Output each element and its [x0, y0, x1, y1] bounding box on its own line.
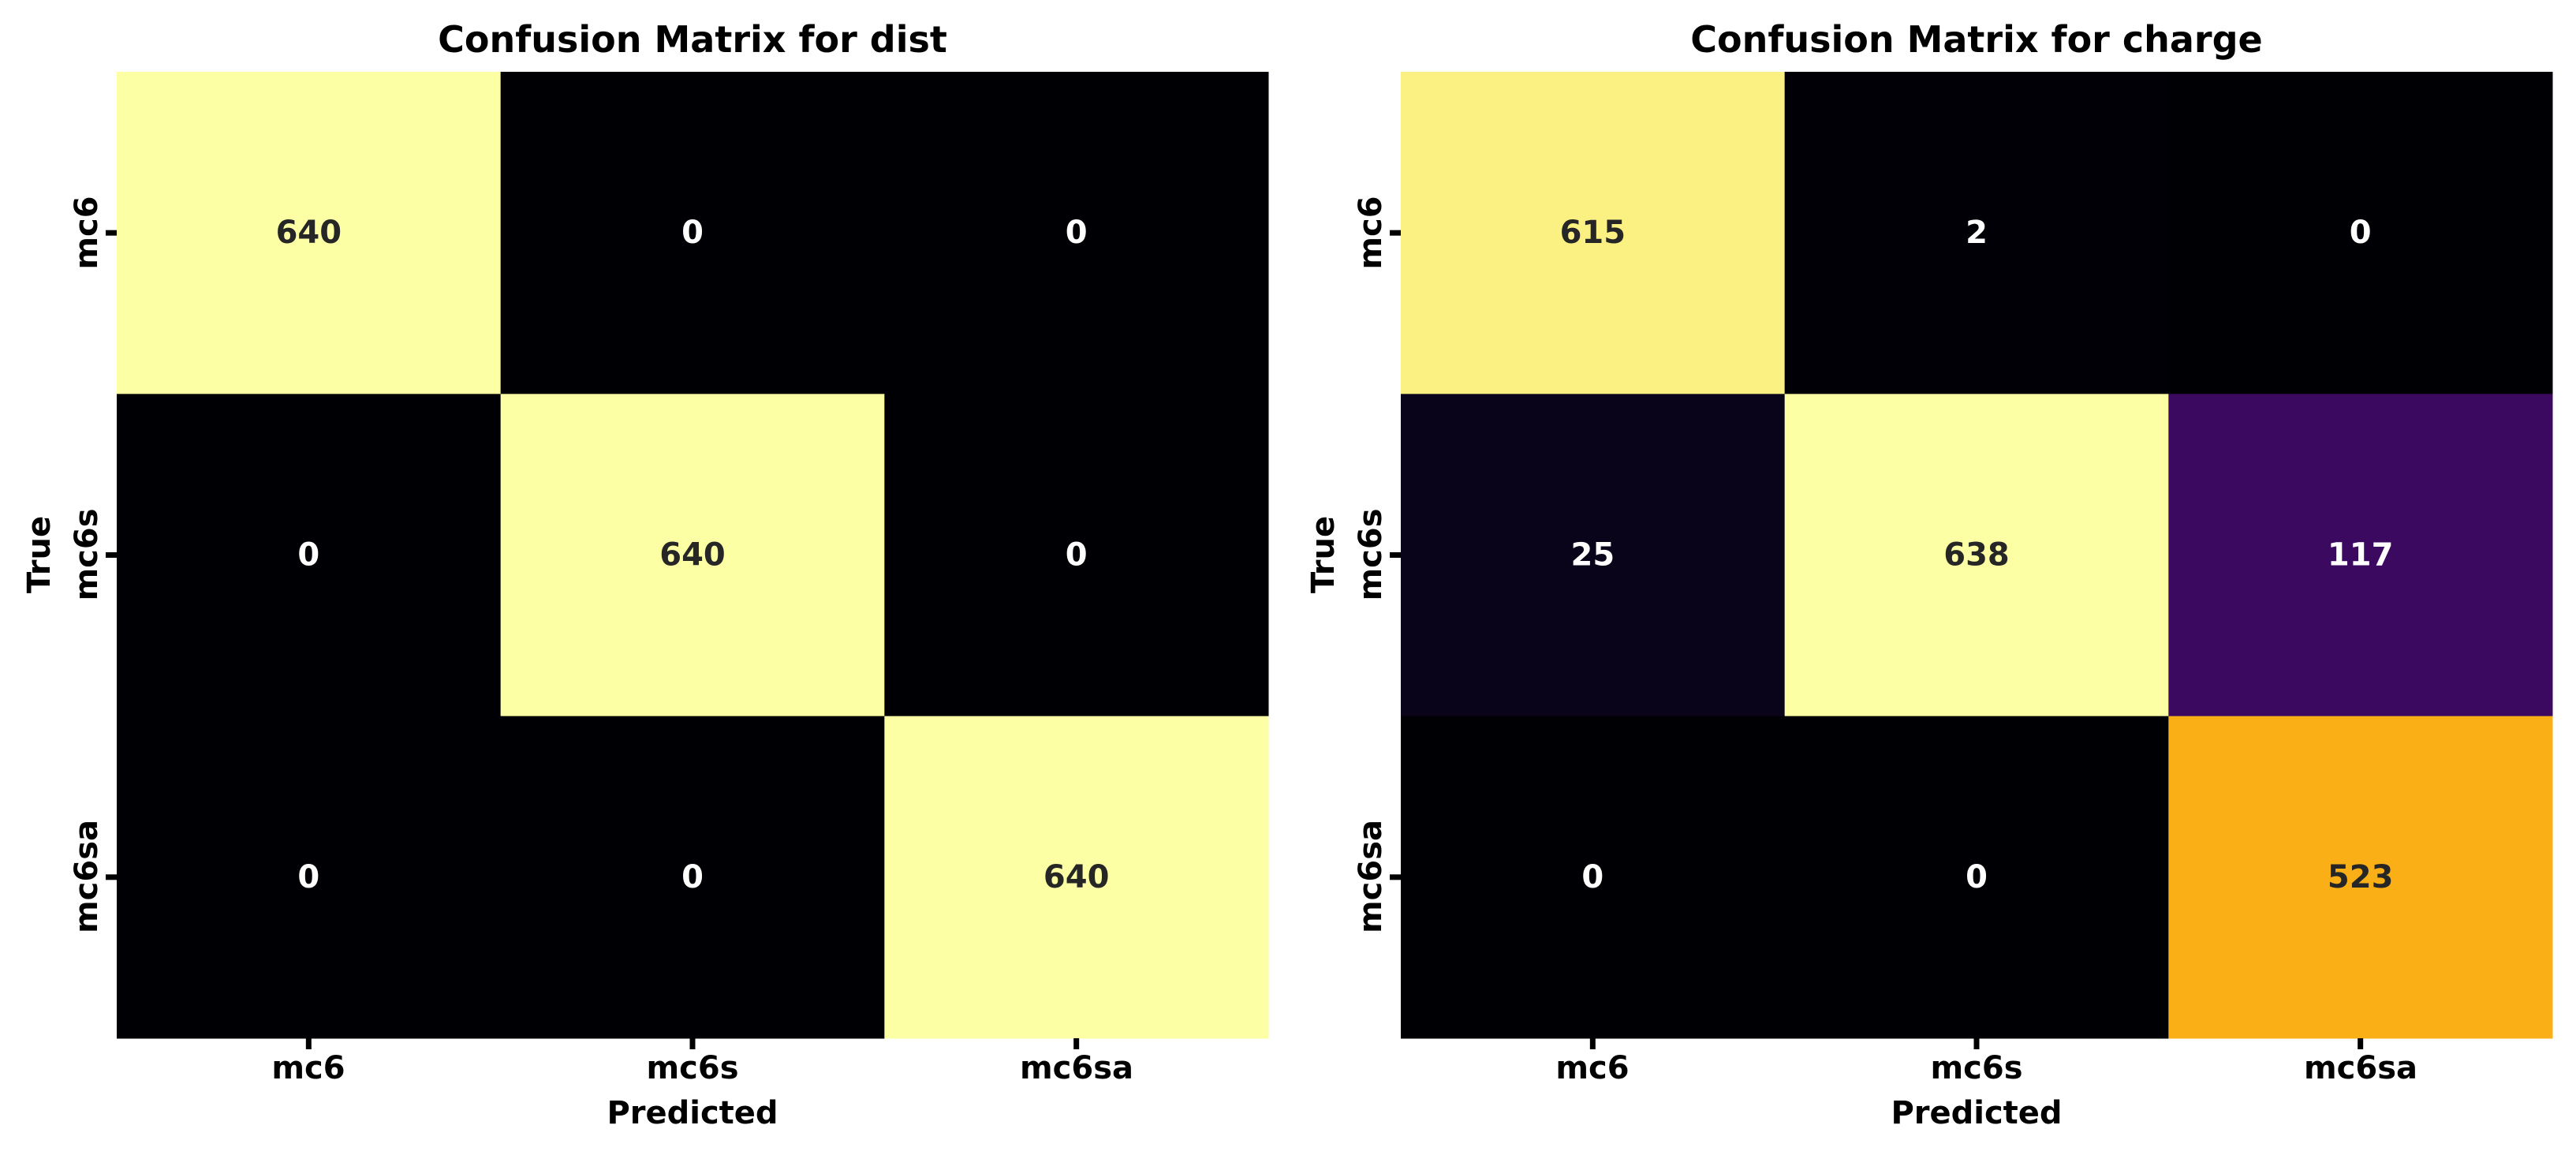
- heatmap-cell: [884, 394, 1269, 717]
- x-tick-label: mc6sa: [2304, 1050, 2417, 1086]
- heatmap-cells: 640 0 0 0 640 0 0 0 640: [117, 72, 1269, 1039]
- cell-value-label: 0: [297, 537, 319, 574]
- cell-value-label: 117: [2328, 537, 2394, 574]
- heatmap-cell: [117, 394, 502, 717]
- cell-value-label: 615: [1560, 215, 1626, 251]
- cell-value-label: 25: [1570, 537, 1615, 574]
- y-tick-label: mc6: [1353, 196, 1389, 269]
- y-tick-label: mc6: [69, 196, 105, 269]
- chart-title: Confusion Matrix for dist: [438, 18, 947, 61]
- x-tick-labels: mc6 mc6s mc6sa: [1555, 1050, 2417, 1086]
- confusion-matrix-charge-panel: Confusion Matrix for charge 615 2 0 25 638 11…: [1305, 18, 2553, 1131]
- heatmap-cell: [2168, 72, 2553, 394]
- confusion-matrix-dist-panel: Confusion Matrix for dist 640 0 00 640 00 0 64…: [21, 18, 1269, 1131]
- cell-value-label: 0: [1966, 859, 1988, 895]
- x-tick-label: mc6sa: [1020, 1050, 1133, 1086]
- heatmap-cell: [500, 72, 885, 394]
- cell-value-label: 640: [276, 215, 342, 251]
- cell-value-label: 638: [1943, 537, 2010, 574]
- y-tick-label: mc6s: [1353, 508, 1389, 600]
- heatmap-cell: [884, 72, 1269, 394]
- heatmap-cell: [1784, 716, 2169, 1039]
- cell-value-label: 523: [2328, 859, 2394, 895]
- chart-title: Confusion Matrix for charge: [1690, 18, 2263, 61]
- heatmap-cell: [117, 72, 502, 394]
- cell-value-label: 640: [1043, 859, 1110, 895]
- cell-value-label: 0: [2350, 215, 2372, 251]
- x-tick-label: mc6: [271, 1050, 345, 1086]
- heatmap-cell: [1401, 394, 1786, 717]
- cell-value-label: 0: [1581, 859, 1603, 895]
- tick-marks: [106, 230, 1080, 1049]
- y-tick-labels: mc6 mc6s mc6sa: [1353, 196, 1389, 933]
- heatmap-cell: [1401, 72, 1786, 394]
- cell-value-label: 0: [681, 859, 704, 895]
- y-axis-label: True: [21, 516, 58, 593]
- y-tick-label: mc6sa: [69, 820, 105, 933]
- heatmap-cell: [1401, 716, 1786, 1039]
- heatmap-cells: 615 2 0 25 638 117 0 0 523: [1401, 72, 2553, 1039]
- cell-value-label: 0: [681, 215, 704, 251]
- heatmap-cell: [500, 716, 885, 1039]
- y-tick-label: mc6s: [69, 508, 105, 600]
- heatmap-cell: [1784, 394, 2169, 717]
- y-axis-label: True: [1305, 516, 1342, 593]
- tick-marks: [1390, 230, 2364, 1049]
- heatmap-cell: [884, 716, 1269, 1039]
- y-tick-label: mc6sa: [1353, 820, 1389, 933]
- x-tick-label: mc6s: [1930, 1050, 2022, 1086]
- heatmap-cell: [2168, 394, 2553, 717]
- cell-value-label: 0: [1066, 215, 1088, 251]
- x-axis-label: Predicted: [607, 1095, 778, 1131]
- x-axis-label: Predicted: [1891, 1095, 2062, 1131]
- cell-value-label: 2: [1966, 215, 1988, 251]
- cell-value-label: 0: [297, 859, 319, 895]
- heatmap-cell: [2168, 716, 2553, 1039]
- cell-value-label: 640: [659, 537, 726, 574]
- heatmap-cell: [1784, 72, 2169, 394]
- x-tick-labels: mc6 mc6s mc6sa: [271, 1050, 1133, 1086]
- heatmap-cell: [117, 716, 502, 1039]
- x-tick-label: mc6s: [646, 1050, 738, 1086]
- x-tick-label: mc6: [1555, 1050, 1629, 1086]
- cell-value-label: 0: [1066, 537, 1088, 574]
- heatmap-cell: [500, 394, 885, 717]
- y-tick-labels: mc6 mc6s mc6sa: [69, 196, 105, 933]
